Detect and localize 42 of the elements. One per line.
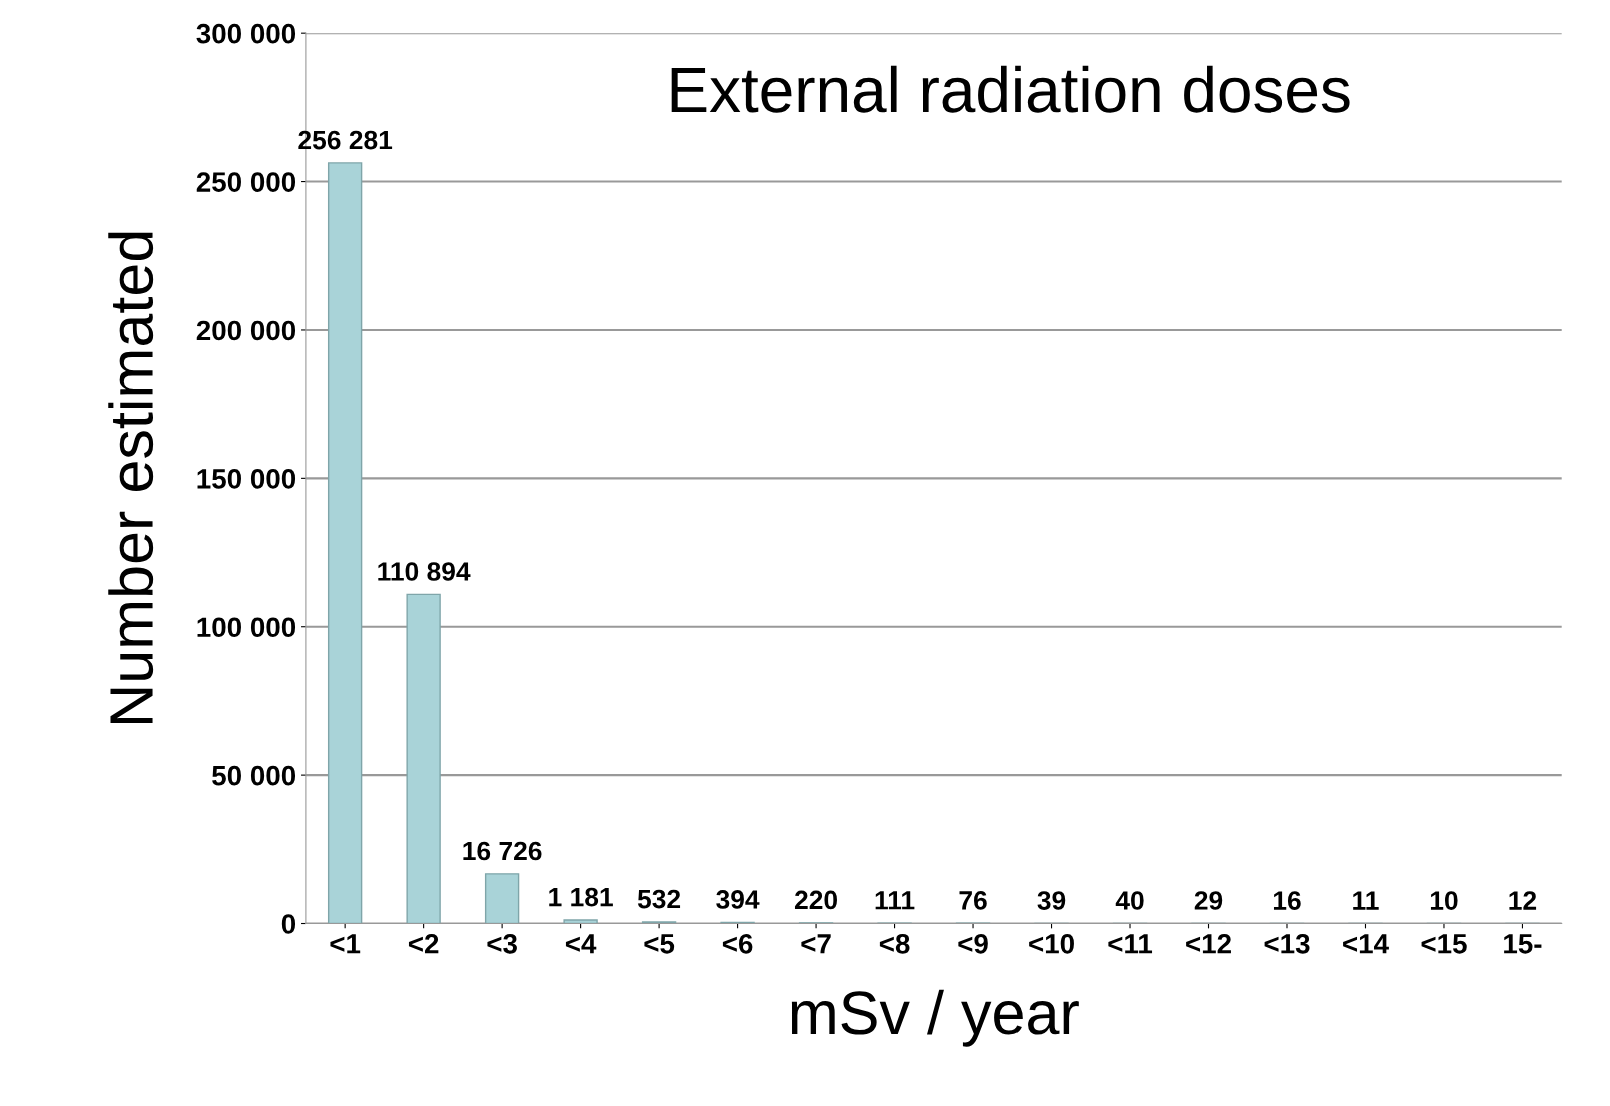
y-tick-label: 250 000 bbox=[196, 172, 296, 192]
x-tick-label: <15 bbox=[1421, 934, 1467, 954]
x-tick-label: <13 bbox=[1264, 933, 1310, 954]
y-tick-label: 100 000 bbox=[197, 617, 296, 638]
x-tick-label: <2 bbox=[408, 933, 439, 954]
data-label: 10 bbox=[1430, 891, 1458, 910]
x-tick-label: <14 bbox=[1343, 934, 1389, 954]
data-label: 256 281 bbox=[298, 130, 393, 150]
data-label: 111 bbox=[875, 891, 915, 910]
y-tick-label: 50 000 bbox=[212, 765, 296, 786]
data-label: 1 181 bbox=[549, 887, 613, 907]
data-label: 29 bbox=[1194, 891, 1223, 910]
chart-title: External radiation doses bbox=[671, 65, 1350, 113]
x-tick-label: <10 bbox=[1029, 933, 1074, 954]
x-tick-label: <6 bbox=[722, 933, 753, 954]
x-tick-label: <9 bbox=[958, 933, 988, 954]
data-label: 40 bbox=[1115, 891, 1144, 910]
data-label: 76 bbox=[959, 891, 987, 910]
x-tick-label: <12 bbox=[1186, 933, 1231, 954]
x-tick-label: <8 bbox=[879, 933, 910, 954]
data-label: 220 bbox=[794, 890, 837, 910]
x-tick-label: <5 bbox=[644, 934, 675, 954]
x-axis-title: mSv / year bbox=[791, 989, 1079, 1047]
data-label: 11 bbox=[1353, 891, 1379, 910]
x-tick-label: <7 bbox=[801, 934, 831, 954]
data-label: 12 bbox=[1509, 891, 1537, 910]
x-tick-label: <1 bbox=[330, 934, 361, 954]
y-tick-label: 200 000 bbox=[196, 320, 296, 341]
data-label: 16 bbox=[1273, 891, 1301, 910]
data-label: 16 726 bbox=[463, 841, 542, 861]
data-label: 110 894 bbox=[378, 562, 471, 581]
x-tick-label: <11 bbox=[1108, 934, 1153, 954]
data-label: 532 bbox=[637, 889, 681, 909]
x-tick-label: <3 bbox=[487, 933, 517, 954]
y-axis-title: Number estimated bbox=[108, 232, 154, 723]
x-tick-label: <4 bbox=[565, 934, 597, 954]
y-tick-label: 150 000 bbox=[197, 469, 296, 489]
data-label: 39 bbox=[1037, 891, 1066, 910]
y-tick-label: 0 bbox=[281, 914, 296, 934]
x-tick-label: 15- bbox=[1504, 934, 1542, 954]
data-label: 394 bbox=[716, 890, 760, 909]
y-tick-label: 300 000 bbox=[196, 23, 296, 44]
